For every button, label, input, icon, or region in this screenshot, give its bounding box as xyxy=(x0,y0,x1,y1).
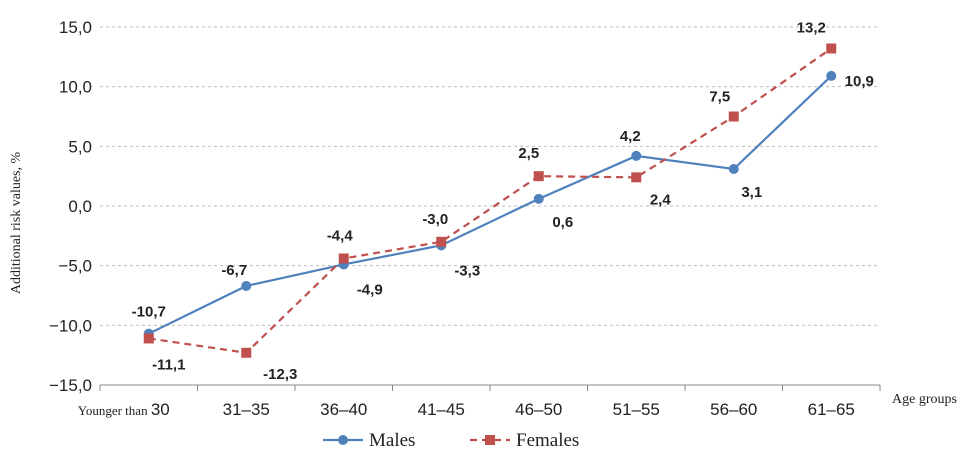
y-tick-label: 10,0 xyxy=(59,78,92,97)
data-label-females: 7,5 xyxy=(709,89,730,106)
point-males xyxy=(826,70,837,81)
legend-label-males: Males xyxy=(369,430,415,451)
point-females xyxy=(533,171,544,182)
x-tick-label: 46–50 xyxy=(515,400,562,419)
data-label-males: -4,9 xyxy=(357,281,383,298)
point-females xyxy=(241,347,252,358)
point-females xyxy=(631,172,642,183)
data-label-females: 2,4 xyxy=(650,191,672,208)
x-tick-labels: Younger than 30 31–35 36–40 41–45 46–50 51–55… xyxy=(78,385,881,419)
series-line-males xyxy=(148,75,833,335)
y-tick-labels: −15,0 −10,0 −5,0 0,0 5,0 10,0 15,0 xyxy=(49,18,92,395)
y-tick-label: −10,0 xyxy=(49,316,92,335)
y-tick-label: 0,0 xyxy=(68,197,92,216)
y-tick-label: 15,0 xyxy=(59,18,92,37)
gridlines xyxy=(100,26,880,326)
point-males xyxy=(533,193,544,204)
series-line-females xyxy=(148,47,832,354)
point-females xyxy=(338,253,349,264)
point-males xyxy=(241,280,252,291)
point-females xyxy=(728,111,739,122)
y-tick-label: −15,0 xyxy=(49,376,92,395)
point-females xyxy=(826,43,837,54)
data-label-females: -4,4 xyxy=(327,228,354,245)
x-tick-label: Younger than 30 xyxy=(78,400,170,419)
data-label-females: 13,2 xyxy=(797,19,826,36)
data-label-males: 0,6 xyxy=(552,214,573,231)
y-tick-label: 5,0 xyxy=(68,137,92,156)
y-tick-label: −5,0 xyxy=(58,257,92,276)
y-axis-title: Additional risk values, % xyxy=(9,152,24,295)
data-labels: -10,7 -6,7 -4,9 -3,3 0,6 4,2 3,1 10,9 -11,1 -12,3… xyxy=(132,19,874,382)
point-males xyxy=(728,164,739,175)
x-tick-label: 36–40 xyxy=(320,400,367,419)
data-label-females: 2,5 xyxy=(518,145,539,162)
data-label-males: 3,1 xyxy=(741,184,762,201)
series-layer xyxy=(143,43,837,358)
legend-label-females: Females xyxy=(516,430,579,451)
x-tick-label: 31–35 xyxy=(223,400,270,419)
legend-marker-females xyxy=(485,435,495,445)
data-label-females: -12,3 xyxy=(263,366,297,383)
data-label-females: -3,0 xyxy=(422,211,448,228)
legend-marker-males xyxy=(338,435,348,445)
x-axis-title: Age groups xyxy=(892,392,957,407)
x-tick-label: 51–55 xyxy=(613,400,660,419)
data-label-females: -11,1 xyxy=(152,356,185,373)
point-females xyxy=(436,236,447,247)
legend: Males Females xyxy=(323,430,579,451)
data-label-males: -10,7 xyxy=(132,304,166,321)
data-label-males: 4,2 xyxy=(620,128,641,145)
data-label-males: 10,9 xyxy=(845,73,874,90)
point-females xyxy=(143,333,154,344)
data-label-males: -6,7 xyxy=(221,262,247,279)
data-label-males: -3,3 xyxy=(454,262,480,279)
x-tick-label: 41–45 xyxy=(418,400,465,419)
x-tick-label: 56–60 xyxy=(710,400,757,419)
x-tick-label: 61–65 xyxy=(808,400,855,419)
point-males xyxy=(631,150,642,161)
